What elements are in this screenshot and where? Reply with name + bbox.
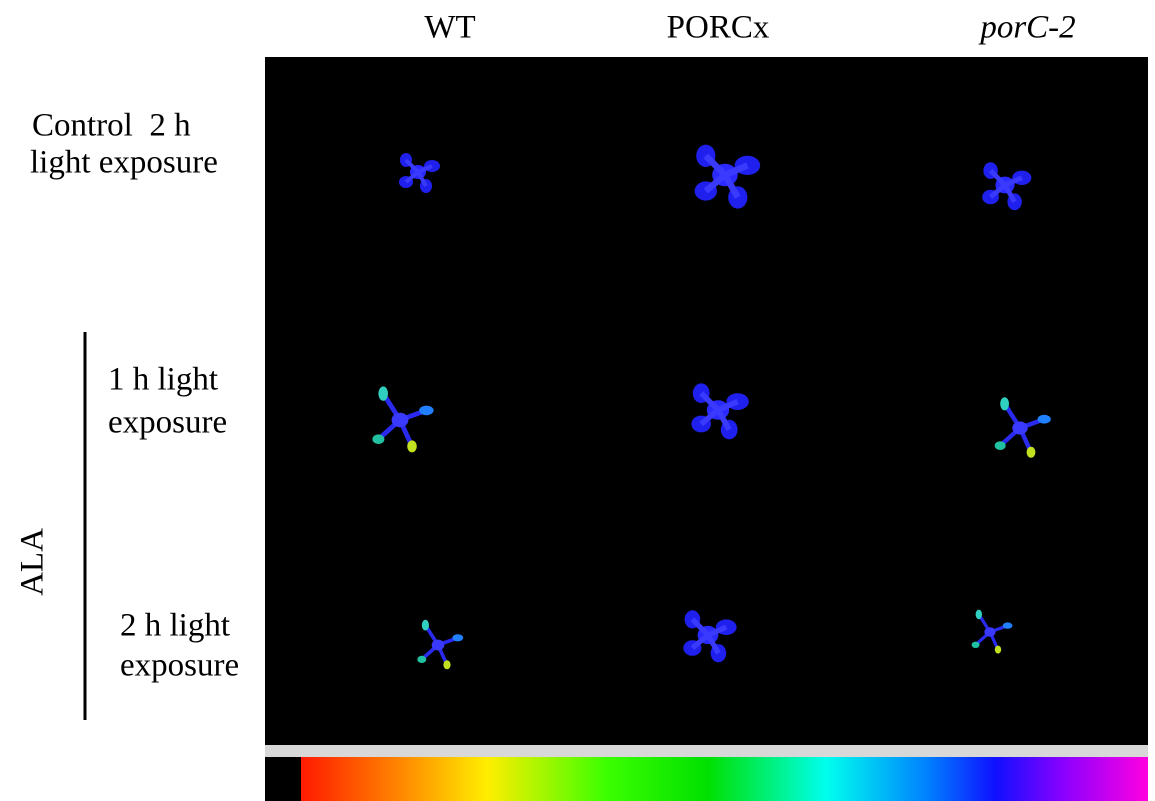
row-label: exposure: [108, 405, 227, 441]
group-label: ALA: [15, 528, 51, 596]
column-header: porC-2: [978, 10, 1075, 46]
colorbar: [301, 757, 1148, 801]
figure: WT PORCx porC-2 Control 2 h light exposu…: [0, 0, 1155, 801]
divider: [265, 745, 1148, 757]
column-header: PORCx: [667, 10, 770, 46]
row-label: 2 h light: [120, 608, 230, 644]
row-label: light exposure: [30, 145, 218, 181]
row-label: exposure: [120, 648, 239, 684]
row-label: 1 h light: [108, 362, 218, 398]
column-header: WT: [424, 10, 475, 46]
row-label: Control 2 h: [32, 108, 191, 144]
colorbar-black: [265, 757, 301, 801]
